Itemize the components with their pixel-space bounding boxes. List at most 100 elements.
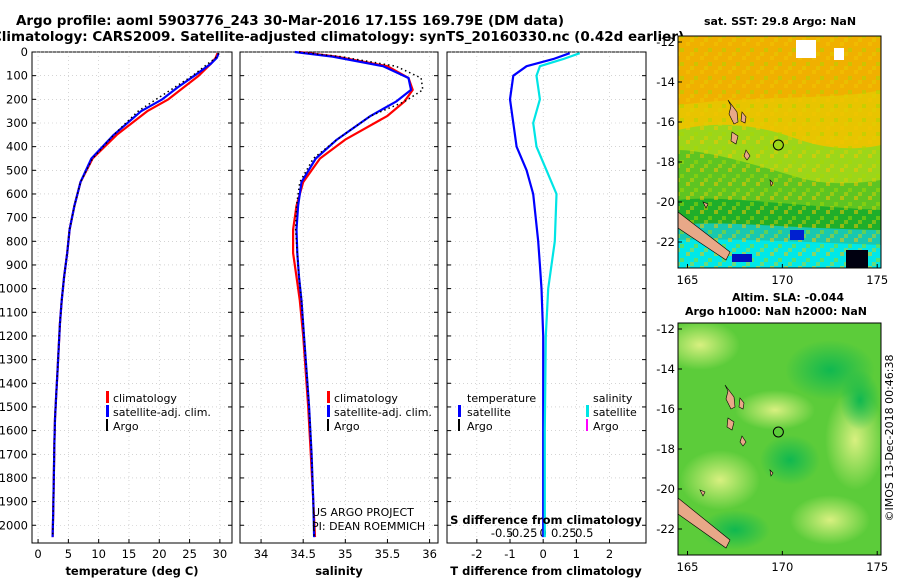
- x-tick-label: 30: [213, 547, 228, 561]
- depth-tick-label: 1900: [0, 495, 28, 509]
- depth-tick-label: 600: [6, 187, 28, 201]
- map-x-tick-label: 170: [771, 560, 793, 574]
- series-line-argo: [51, 52, 220, 538]
- legend-label-satellite: satellite-adj. clim.: [334, 406, 432, 419]
- salinity-panel: 34 34.5 35 35.5 36: [239, 50, 439, 561]
- temperature-xlabel: temperature (deg C): [65, 564, 198, 578]
- sst-map-panel: sat. SST: 29.8 Argo: NaN 165 170 175: [656, 15, 888, 287]
- x-tick-label: -1: [504, 547, 515, 561]
- figure-title-line1: Argo profile: aoml 5903776_243 30-Mar-20…: [16, 13, 564, 29]
- salinity-legend: climatology satellite-adj. clim. Argo: [327, 391, 432, 433]
- legend-swatch-s-argo: [586, 419, 588, 431]
- x-tick-label: 2: [606, 547, 613, 561]
- depth-tick-label: 900: [6, 258, 28, 272]
- depth-tick-label: 1500: [0, 400, 28, 414]
- sla-map-image: [678, 323, 881, 555]
- x-tick-label: 36: [422, 547, 437, 561]
- map-y-tick-label: -20: [656, 195, 675, 209]
- x2-tick-label: 0.25: [551, 526, 577, 540]
- sst-map-image: [678, 36, 881, 268]
- depth-tick-label: 100: [6, 69, 28, 83]
- map-y-tick-label: -18: [656, 442, 675, 456]
- depth-tick-label: 1200: [0, 329, 28, 343]
- series-line-salinity-satellite: [532, 52, 581, 538]
- map-y-tick-label: -12: [656, 35, 675, 49]
- map-x-tick-label: 170: [771, 273, 793, 287]
- legend-label-t-argo: Argo: [467, 420, 493, 433]
- legend-swatch-climatology: [106, 391, 109, 403]
- depth-tick-label: 500: [6, 163, 28, 177]
- s-difference-xlabel: S difference from climatology: [450, 513, 642, 527]
- legend-swatch-t-argo: [458, 419, 460, 431]
- x-tick-label: 1: [573, 547, 580, 561]
- x-tick-label: 34: [254, 547, 269, 561]
- legend-label-s-argo: Argo: [593, 420, 619, 433]
- salinity-xlabel: salinity: [315, 564, 363, 578]
- map-y-tick-label: -12: [656, 322, 675, 336]
- x-tick-label: 20: [152, 547, 167, 561]
- map-y-tick-label: -22: [656, 522, 675, 536]
- imos-watermark: ©IMOS 13-Dec-2018 00:46:38: [883, 355, 896, 522]
- temperature-panel: 0 5 10 15 20 25 30: [31, 51, 233, 561]
- x-tick-label: 15: [122, 547, 137, 561]
- depth-tick-label: 1600: [0, 424, 28, 438]
- map-y-tick-label: -20: [656, 482, 675, 496]
- series-line-argo: [294, 51, 424, 538]
- legend-header-temperature: temperature: [467, 392, 536, 405]
- temperature-legend: climatology satellite-adj. clim. Argo: [106, 391, 211, 433]
- depth-tick-label: 300: [6, 116, 28, 130]
- map-x-tick-label: 165: [677, 273, 699, 287]
- legend-label-argo: Argo: [113, 420, 139, 433]
- figure-title-line2: Climatology: CARS2009. Satellite-adjuste…: [0, 29, 684, 45]
- x-tick-label: -2: [471, 547, 482, 561]
- x-tick-label: 35: [338, 547, 353, 561]
- depth-tick-label: 1400: [0, 376, 28, 390]
- map-x-tick-label: 175: [866, 560, 888, 574]
- legend-label-argo: Argo: [334, 420, 360, 433]
- depth-tick-label: 1000: [0, 282, 28, 296]
- depth-tick-label: 1100: [0, 305, 28, 319]
- x-tick-label: 0: [34, 547, 41, 561]
- legend-label-t-satellite: satellite: [467, 406, 511, 419]
- map-y-tick-label: -16: [656, 115, 675, 129]
- legend-swatch-t-satellite: [458, 405, 461, 417]
- depth-tick-label: 800: [6, 234, 28, 248]
- sla-map-title: Altim. SLA: -0.044: [732, 291, 844, 304]
- sla-map-panel: Altim. SLA: -0.044 Argo h1000: NaN h2000…: [656, 291, 888, 574]
- legend-swatch-satellite: [327, 405, 330, 417]
- x-tick-label: 25: [182, 547, 197, 561]
- map-x-tick-label: 175: [866, 273, 888, 287]
- legend-label-climatology: climatology: [113, 392, 177, 405]
- legend-label-climatology: climatology: [334, 392, 398, 405]
- depth-tick-label: 1800: [0, 471, 28, 485]
- x2-tick-label: 0.5: [575, 526, 593, 540]
- legend-swatch-s-satellite: [586, 405, 589, 417]
- depth-tick-label: 0: [21, 45, 28, 59]
- legend-label-satellite: satellite-adj. clim.: [113, 406, 211, 419]
- map-y-tick-label: -16: [656, 402, 675, 416]
- x-tick-label: 5: [65, 547, 72, 561]
- map-y-tick-label: -18: [656, 155, 675, 169]
- legend-swatch-argo: [327, 419, 329, 431]
- legend-header-salinity: salinity: [593, 392, 633, 405]
- difference-legend: temperature satellite Argo salinity sate…: [458, 392, 637, 433]
- map-y-tick-label: -22: [656, 235, 675, 249]
- depth-tick-label: 1700: [0, 447, 28, 461]
- difference-panel: -2 -1 0 1 2-0.5-0.25 0 0.250.5: [446, 51, 647, 561]
- x2-tick-label: -0.5: [491, 526, 513, 540]
- x-tick-label: 0: [540, 547, 547, 561]
- x-tick-label: 34.5: [290, 547, 316, 561]
- map-y-tick-label: -14: [656, 75, 675, 89]
- series-line-temperature-satellite: [508, 52, 571, 538]
- depth-tick-label: 1300: [0, 353, 28, 367]
- legend-label-s-satellite: satellite: [593, 406, 637, 419]
- depth-tick-label: 700: [6, 211, 28, 225]
- difference-xlabel: T difference from climatology: [450, 564, 642, 578]
- map-y-tick-label: -14: [656, 362, 675, 376]
- sst-map-title: sat. SST: 29.8 Argo: NaN: [704, 15, 856, 28]
- x2-tick-label: -0.25: [508, 526, 538, 540]
- pi-label: PI: DEAN ROEMMICH: [312, 520, 425, 533]
- legend-swatch-climatology: [327, 391, 330, 403]
- project-label: US ARGO PROJECT: [312, 506, 414, 519]
